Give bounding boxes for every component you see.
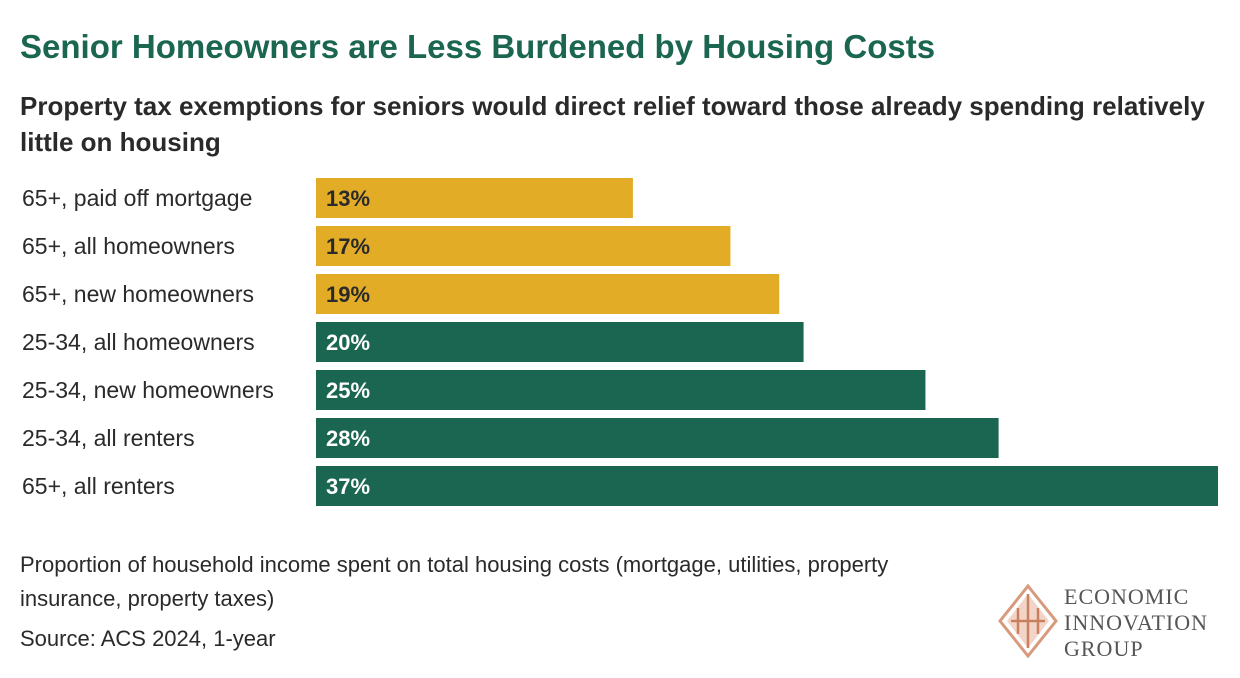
value-label: 17% [326,234,370,259]
bar [316,178,633,218]
value-label: 13% [326,186,370,211]
value-label: 25% [326,378,370,403]
chart-source: Source: ACS 2024, 1-year [20,626,276,651]
logo-line-3: GROUP [1064,636,1144,661]
bar [316,418,999,458]
category-label: 65+, all homeowners [22,233,235,259]
value-label: 28% [326,426,370,451]
value-label: 37% [326,474,370,499]
category-label: 65+, all renters [22,473,175,499]
value-label: 19% [326,282,370,307]
category-label: 25-34, all renters [22,425,195,451]
category-label: 65+, new homeowners [22,281,254,307]
bar-chart: 65+, paid off mortgage 13% 65+, all homeow… [22,178,1218,506]
logo-line-1: ECONOMIC [1064,584,1190,609]
chart-note: Proportion of household income spent on … [20,552,889,611]
category-label: 65+, paid off mortgage [22,185,252,211]
eig-logo: ECONOMIC INNOVATION GROUP [998,584,1228,662]
chart-title: Senior Homeowners are Less Burdened by H… [20,28,936,65]
logo-line-2: INNOVATION [1064,610,1209,635]
eig-diamond-icon [998,584,1058,658]
bar [316,274,780,314]
bar [316,370,926,410]
eig-logo-text: ECONOMIC INNOVATION GROUP [1064,584,1208,662]
bar [316,322,804,362]
category-label: 25-34, new homeowners [22,377,274,403]
bar [316,466,1218,506]
chart-subtitle: Property tax exemptions for seniors woul… [20,91,1205,157]
bar [316,226,731,266]
value-label: 20% [326,330,370,355]
category-label: 25-34, all homeowners [22,329,255,355]
